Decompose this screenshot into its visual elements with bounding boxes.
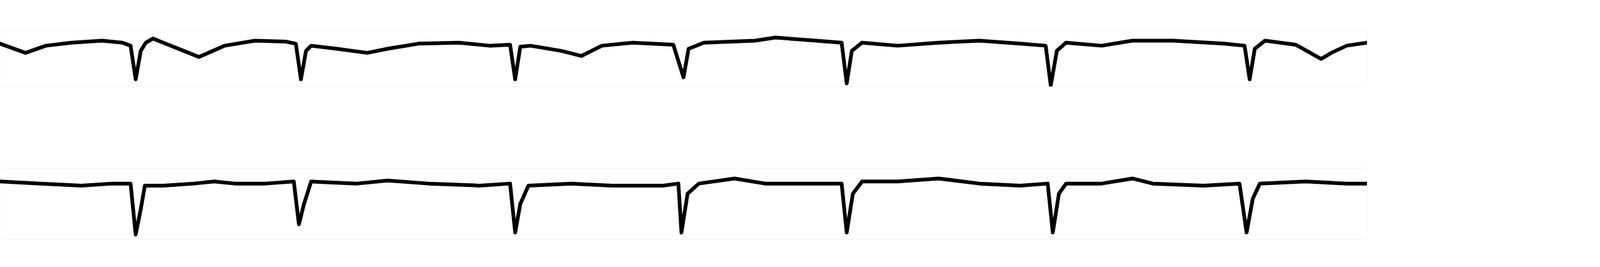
plot-frame xyxy=(0,30,1367,87)
trace-panel xyxy=(0,30,1367,87)
ecg-trace xyxy=(0,178,1367,235)
trace-panel xyxy=(0,168,1367,240)
plot-frame xyxy=(0,168,1367,240)
marks xyxy=(0,37,1367,86)
ecg-trace xyxy=(0,37,1367,86)
marks xyxy=(0,178,1367,235)
ecg-strip xyxy=(0,0,1600,267)
